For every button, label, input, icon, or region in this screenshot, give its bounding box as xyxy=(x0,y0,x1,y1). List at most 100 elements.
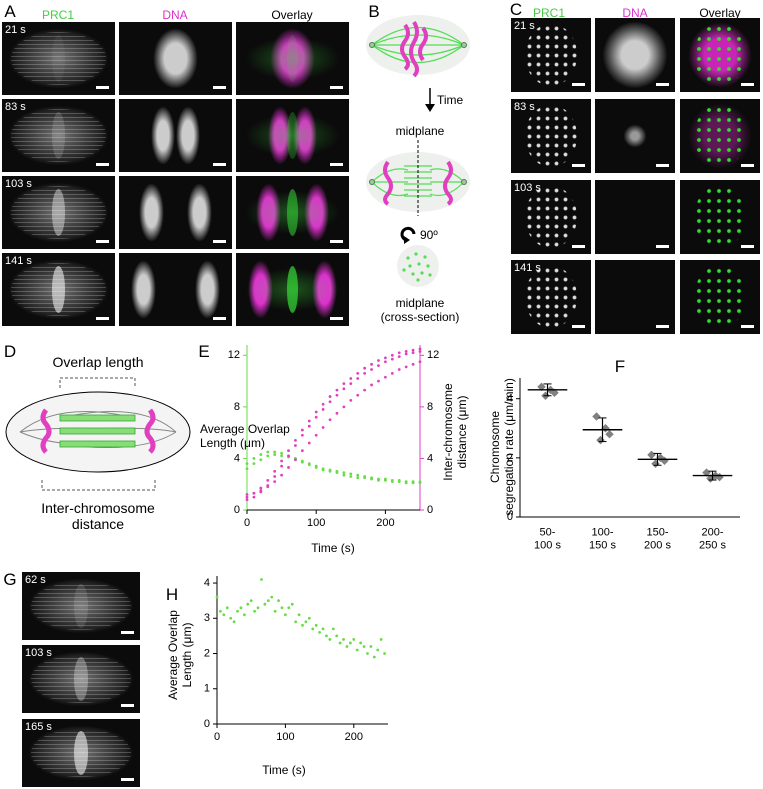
data-point xyxy=(376,648,380,652)
overlay-image xyxy=(680,260,760,334)
scale-bar xyxy=(96,317,109,320)
spindle-diagram xyxy=(366,15,470,287)
image-feature xyxy=(694,185,746,249)
data-point xyxy=(245,498,249,502)
data-point xyxy=(280,473,283,477)
data-point xyxy=(219,609,222,613)
data-point xyxy=(242,613,246,617)
data-point xyxy=(277,599,280,603)
time-label: 103 s xyxy=(514,182,541,194)
data-point xyxy=(356,393,360,397)
data-point xyxy=(349,377,353,380)
data-point xyxy=(335,388,339,392)
scale-bar xyxy=(741,164,754,167)
scale-bar xyxy=(572,83,585,86)
data-point xyxy=(418,360,422,364)
data-point xyxy=(294,458,297,462)
y-tick-label: 8 xyxy=(234,401,240,413)
time-label: 83 s xyxy=(514,101,535,113)
data-point xyxy=(348,641,352,645)
image-feature xyxy=(286,266,299,313)
image-feature xyxy=(51,266,66,313)
data-point xyxy=(328,638,332,641)
dna-image xyxy=(595,260,675,334)
y-tick-label: 2 xyxy=(507,452,513,464)
data-point xyxy=(331,627,335,631)
data-point xyxy=(335,634,339,638)
image-feature xyxy=(525,104,577,168)
image-feature xyxy=(8,183,109,242)
data-point xyxy=(342,405,346,409)
image-feature xyxy=(303,183,329,242)
category-label: 100- 150 s xyxy=(589,526,616,551)
panel-letter: D xyxy=(3,342,17,362)
data-point xyxy=(273,450,277,454)
data-point xyxy=(356,371,360,375)
image-feature xyxy=(11,32,106,85)
data-point xyxy=(352,638,356,641)
data-point xyxy=(270,595,274,599)
image-feature xyxy=(31,654,131,704)
image-feature xyxy=(525,23,577,87)
y-tick-label: 4 xyxy=(234,452,240,464)
data-point xyxy=(294,438,297,442)
data-point xyxy=(297,613,301,617)
dna-image xyxy=(119,99,232,172)
data-point xyxy=(314,410,318,414)
data-point xyxy=(294,620,298,624)
image-feature xyxy=(186,183,212,242)
data-point xyxy=(300,428,304,432)
scale-bar xyxy=(572,164,585,167)
data-point xyxy=(290,602,294,606)
scale-bar xyxy=(121,704,134,707)
data-point xyxy=(304,620,308,624)
data-point xyxy=(404,481,408,485)
y-tick-label: 0 xyxy=(234,504,240,516)
data-point xyxy=(362,645,366,648)
image-feature xyxy=(8,106,109,165)
image-feature xyxy=(11,109,106,162)
data-point xyxy=(252,495,256,499)
overlap-diagram xyxy=(5,377,191,491)
image-feature xyxy=(286,35,299,82)
dna-image xyxy=(595,180,675,254)
overlay-image xyxy=(680,18,760,92)
image-feature xyxy=(150,106,176,165)
prc1-image xyxy=(2,253,115,326)
data-point xyxy=(596,435,605,445)
data-point xyxy=(418,350,422,353)
data-point xyxy=(349,472,353,476)
data-point xyxy=(363,371,367,375)
data-point xyxy=(245,462,249,465)
data-point xyxy=(249,599,253,603)
scale-bar xyxy=(656,164,669,167)
data-point xyxy=(404,350,408,353)
data-point xyxy=(383,652,386,655)
image-feature xyxy=(267,106,293,165)
x-tick-label: 100 xyxy=(276,731,294,743)
scale-bar xyxy=(656,83,669,86)
data-point xyxy=(651,459,660,469)
data-point xyxy=(307,441,311,445)
data-point xyxy=(253,609,257,613)
scale-bar xyxy=(741,83,754,86)
data-point xyxy=(605,429,614,439)
data-point xyxy=(411,348,415,352)
data-point xyxy=(318,630,321,634)
image-feature xyxy=(31,581,131,631)
diagram-label: Inter-chromosome distance xyxy=(41,499,155,532)
time-label: 21 s xyxy=(5,24,26,36)
category-label: 50- 100 s xyxy=(534,526,561,551)
data-point xyxy=(397,368,401,371)
data-point xyxy=(390,353,394,357)
data-point xyxy=(252,457,256,460)
data-point xyxy=(411,362,415,366)
image-feature xyxy=(73,657,89,701)
y-tick-label: 3 xyxy=(204,612,210,624)
data-point xyxy=(232,620,236,624)
data-point xyxy=(345,645,349,648)
image-feature xyxy=(311,260,337,319)
overlay-image xyxy=(236,99,349,172)
data-point xyxy=(377,478,380,482)
